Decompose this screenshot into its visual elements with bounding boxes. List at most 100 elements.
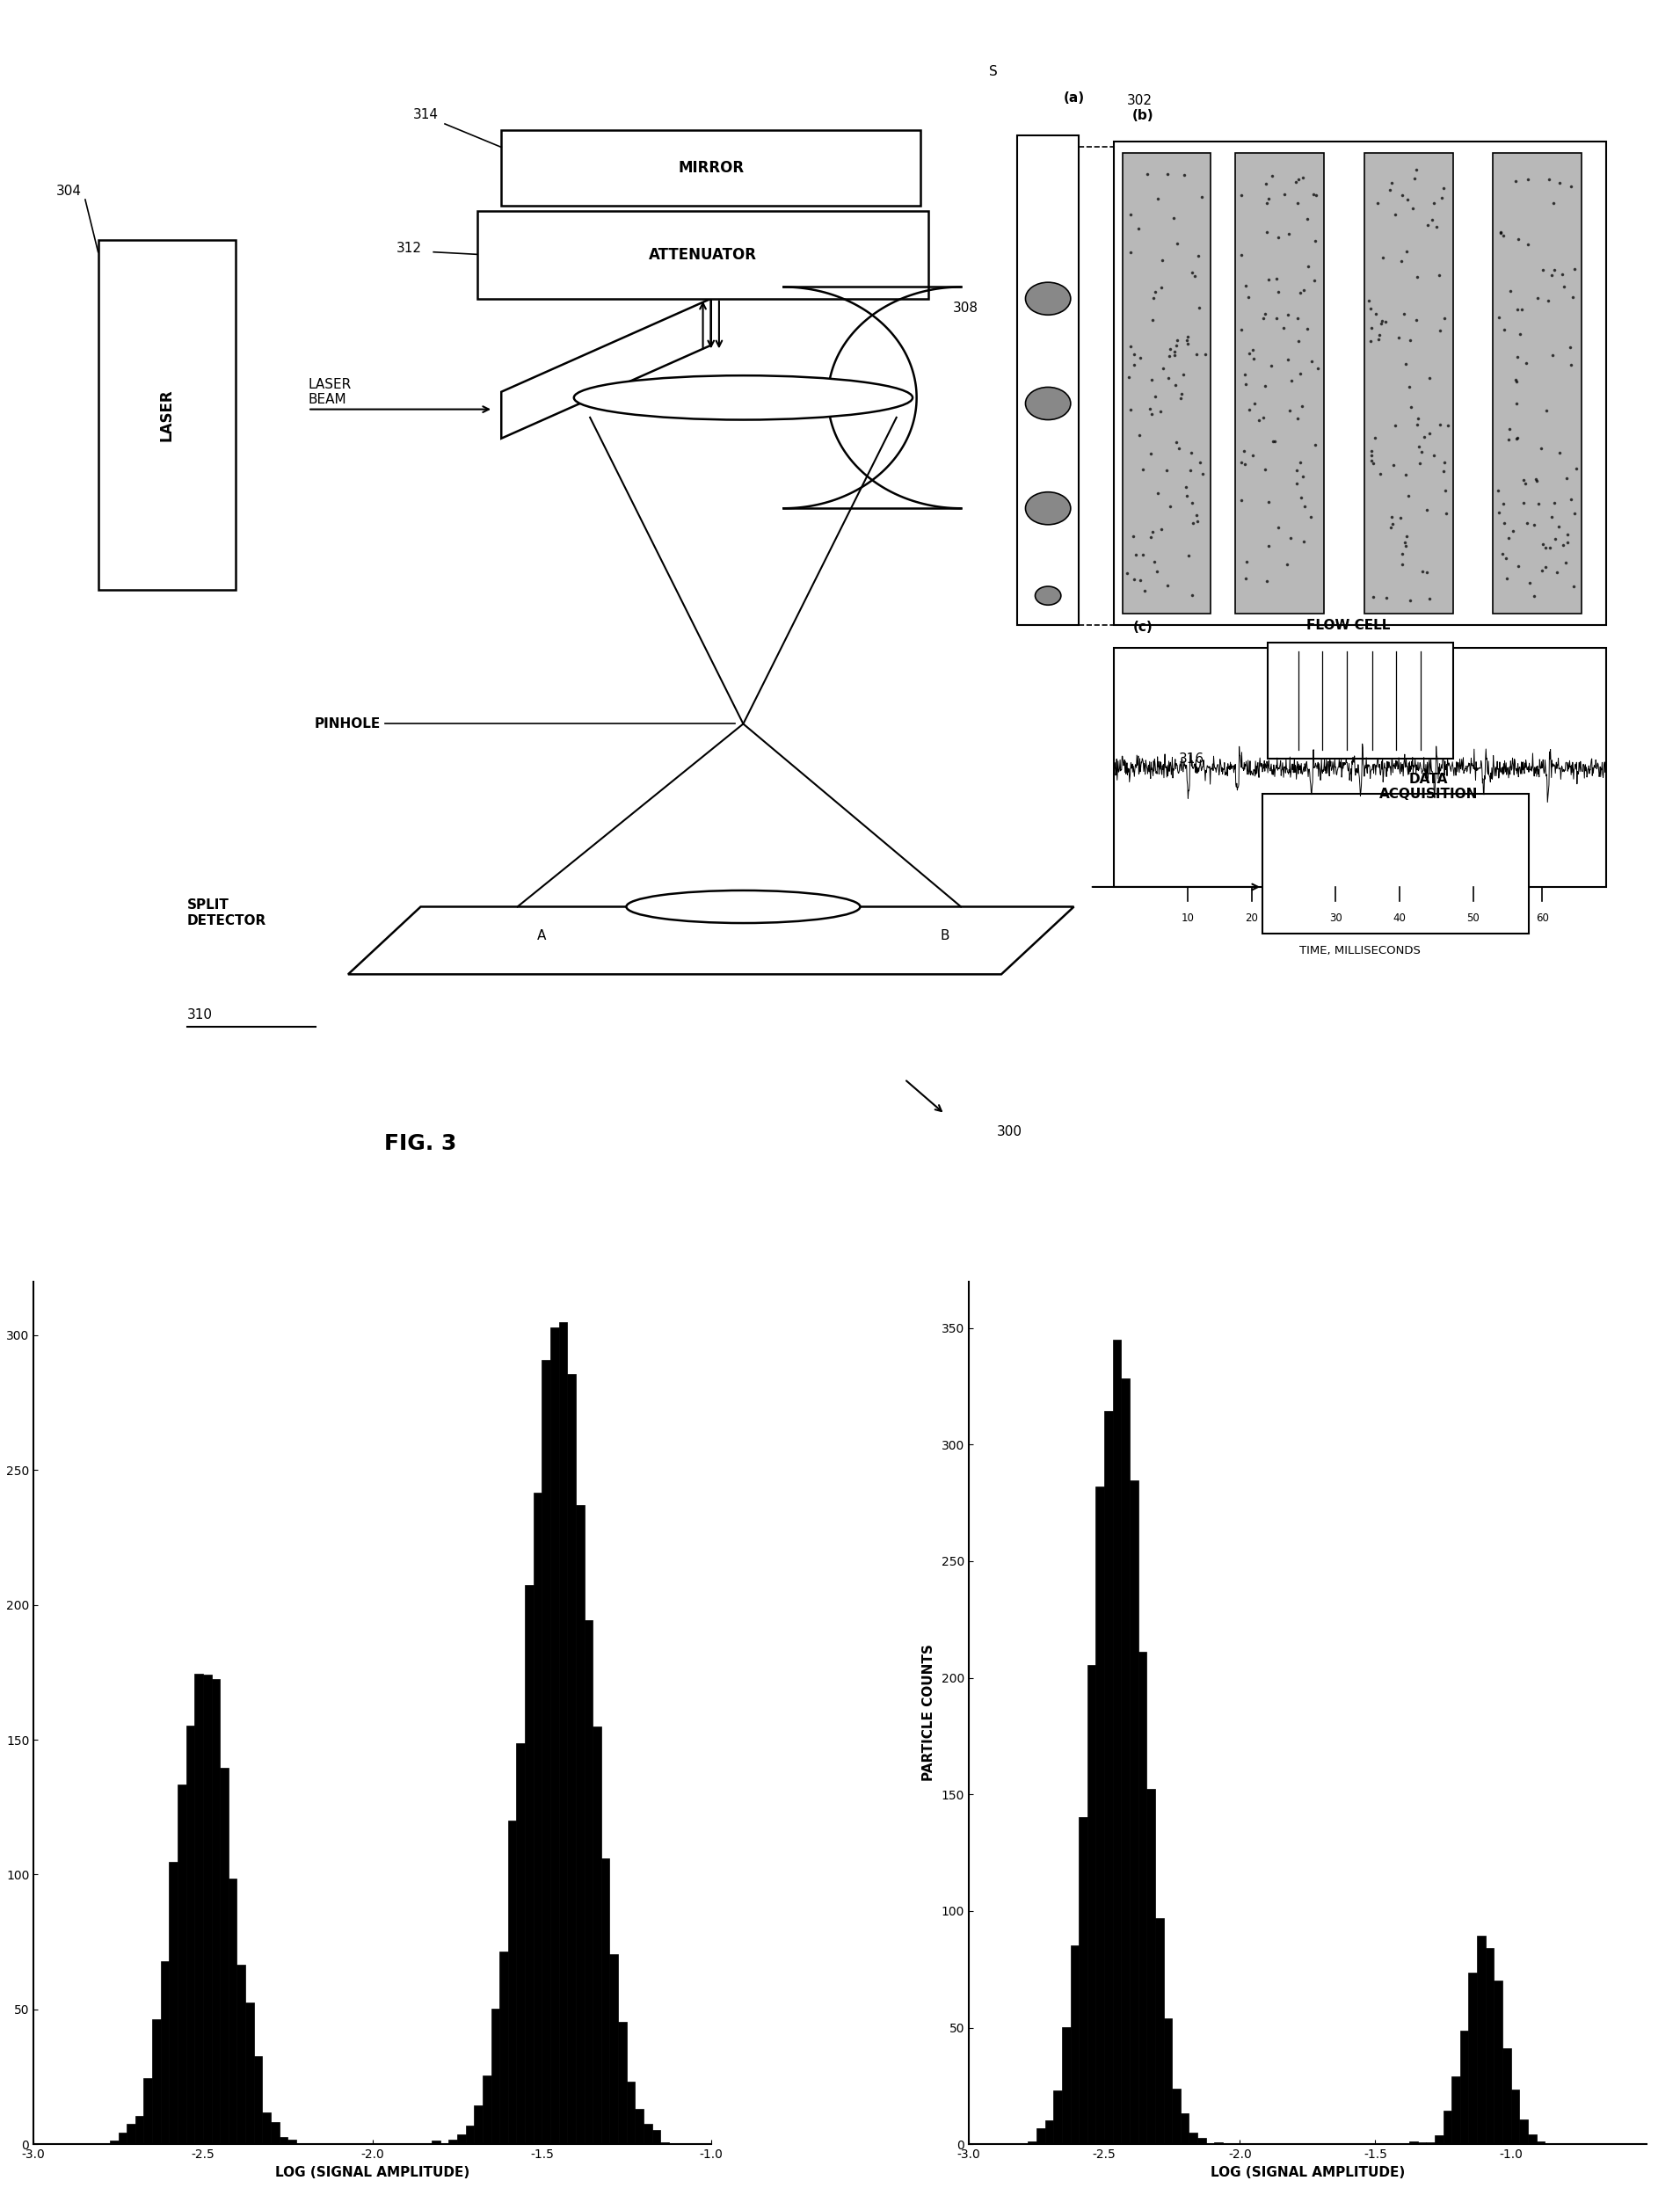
Point <box>1435 409 1462 444</box>
Point <box>1287 276 1314 311</box>
Point <box>1495 411 1522 446</box>
Point <box>1426 258 1453 293</box>
Point <box>1393 457 1420 492</box>
Bar <box>1235 153 1324 613</box>
Point <box>1236 335 1263 370</box>
Point <box>1233 545 1260 580</box>
Bar <box>465 2125 474 2144</box>
Point <box>1127 341 1154 376</box>
Point <box>1557 168 1584 203</box>
Point <box>1250 300 1277 335</box>
Polygon shape <box>348 906 1074 974</box>
Point <box>1260 424 1287 459</box>
Point <box>1275 341 1302 376</box>
Bar <box>1443 2109 1452 2144</box>
Bar <box>1137 1652 1147 2144</box>
Point <box>1532 394 1559 429</box>
Point <box>1139 363 1166 398</box>
Point <box>1485 300 1512 335</box>
Point <box>1384 319 1411 354</box>
Text: (b): (b) <box>1132 109 1154 123</box>
Point <box>1433 497 1460 532</box>
Point <box>1554 462 1581 497</box>
Bar <box>170 1862 178 2144</box>
Point <box>1121 337 1147 372</box>
Point <box>1487 214 1514 249</box>
Point <box>1507 317 1534 352</box>
Text: 302: 302 <box>1127 94 1152 107</box>
Bar <box>1527 2135 1536 2144</box>
Point <box>1546 510 1572 545</box>
Point <box>1147 394 1174 429</box>
Bar <box>118 2133 126 2144</box>
Point <box>1282 164 1309 199</box>
Point <box>1163 328 1189 363</box>
Bar <box>1121 1378 1129 2144</box>
Text: (a): (a) <box>1063 92 1085 105</box>
Point <box>1242 387 1268 422</box>
Point <box>1169 357 1196 392</box>
Point <box>1252 368 1278 403</box>
Point <box>1184 238 1211 274</box>
Point <box>1411 420 1438 455</box>
Bar <box>186 1726 195 2144</box>
Point <box>1393 346 1420 381</box>
Bar <box>1062 2028 1070 2144</box>
Bar <box>203 1674 212 2144</box>
Point <box>1426 313 1453 348</box>
Point <box>1255 182 1282 217</box>
Point <box>1253 186 1280 221</box>
Point <box>1502 363 1529 398</box>
Point <box>1131 573 1158 608</box>
Point <box>1154 155 1181 190</box>
Point <box>1539 186 1566 221</box>
Bar <box>109 2140 118 2144</box>
Point <box>1559 280 1586 315</box>
Point <box>1179 505 1206 540</box>
Point <box>1228 177 1255 212</box>
Point <box>1250 400 1277 435</box>
Bar <box>1477 1936 1485 2144</box>
Bar <box>144 2079 153 2144</box>
Point <box>1174 479 1201 514</box>
Bar <box>161 1960 170 2144</box>
Bar <box>136 2116 144 2144</box>
Text: 304: 304 <box>57 184 82 199</box>
Text: DATA
ACQUISITION: DATA ACQUISITION <box>1379 772 1478 801</box>
Point <box>1356 282 1383 317</box>
Point <box>1373 304 1399 339</box>
Point <box>1504 385 1530 420</box>
Point <box>1139 302 1166 337</box>
Point <box>1299 344 1326 379</box>
Point <box>1231 433 1258 468</box>
Point <box>1490 313 1517 348</box>
Point <box>1173 470 1200 505</box>
Point <box>1406 446 1433 481</box>
Point <box>1240 333 1267 368</box>
Point <box>1142 554 1169 589</box>
Point <box>1431 473 1458 508</box>
Text: LASER
BEAM: LASER BEAM <box>307 379 351 407</box>
Point <box>1404 400 1431 435</box>
Bar <box>1435 2135 1443 2144</box>
Point <box>1164 324 1191 359</box>
Point <box>1174 319 1201 354</box>
Point <box>1431 444 1458 479</box>
Point <box>1561 497 1588 532</box>
Bar <box>501 129 921 206</box>
Point <box>1302 177 1329 212</box>
Point <box>1137 396 1164 431</box>
Point <box>1362 295 1389 330</box>
Point <box>1186 444 1213 479</box>
Point <box>1290 525 1317 560</box>
Point <box>1378 510 1404 545</box>
Point <box>1403 153 1430 188</box>
Point <box>1158 488 1184 523</box>
Point <box>1529 252 1556 287</box>
Bar <box>1452 2076 1460 2144</box>
Point <box>1134 158 1161 193</box>
Point <box>1359 446 1386 481</box>
Bar <box>1147 1788 1156 2144</box>
Text: 50: 50 <box>1467 912 1480 923</box>
Point <box>1277 521 1304 556</box>
